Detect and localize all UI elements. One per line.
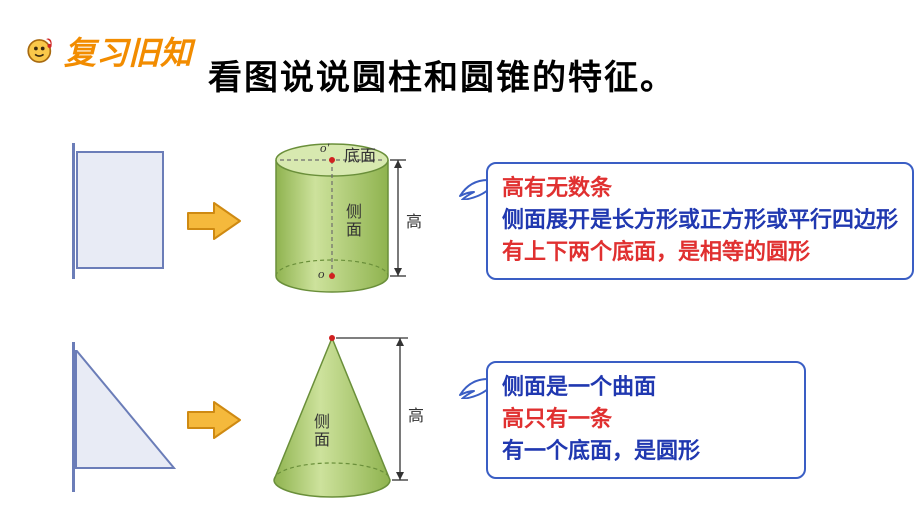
side-label-2: 面 xyxy=(346,216,362,240)
cone-row: 侧 面 高 侧面是一个曲面 高只有一条 有一个底面，是圆形 xyxy=(46,330,806,510)
cylinder-features: 高有无数条 侧面展开是长方形或正方形或平行四边形 有上下两个底面，是相等的圆形 xyxy=(486,162,914,280)
cone-feature-2: 高只有一条 xyxy=(502,403,790,435)
header: 复习旧知 xyxy=(24,28,192,74)
cylinder-callout: 高有无数条 侧面展开是长方形或正方形或平行四边形 有上下两个底面，是相等的圆形 xyxy=(456,162,914,280)
top-face-label: 底面 xyxy=(344,142,376,166)
page-title: 看图说说圆柱和圆锥的特征。 xyxy=(208,50,676,99)
cyl-feature-1: 高有无数条 xyxy=(502,172,898,204)
o-prime-label: o′ xyxy=(320,140,329,156)
rect-shape xyxy=(76,151,164,269)
speech-tail-icon xyxy=(456,375,490,399)
speech-tail-icon xyxy=(456,176,490,200)
cone-feature-1: 侧面是一个曲面 xyxy=(502,371,790,403)
bullet-icon xyxy=(24,34,58,68)
axis-line xyxy=(72,143,75,279)
triangle-shape xyxy=(46,350,176,490)
cyl-feature-2: 侧面展开是长方形或正方形或平行四边形 xyxy=(502,204,898,236)
cone-side-label-2: 面 xyxy=(314,426,330,450)
cylinder-3d: o′ 底面 侧 面 高 o xyxy=(258,136,448,306)
o-label: o xyxy=(318,266,325,282)
cone-feature-3: 有一个底面，是圆形 xyxy=(502,435,790,467)
rectangle-2d xyxy=(46,151,156,291)
height-label: 高 xyxy=(406,208,422,232)
cylinder-row: o′ 底面 侧 面 高 o 高有无数条 侧面展开是长方形或正方形或平行四边形 有… xyxy=(46,136,914,306)
arrow-2 xyxy=(174,398,254,442)
triangle-2d xyxy=(46,350,156,490)
cone-height-label: 高 xyxy=(408,402,424,426)
cyl-feature-3: 有上下两个底面，是相等的圆形 xyxy=(502,236,898,268)
cone-3d: 侧 面 高 xyxy=(258,330,448,510)
arrow-1 xyxy=(174,199,254,243)
arrow-icon xyxy=(186,398,242,442)
cone-callout: 侧面是一个曲面 高只有一条 有一个底面，是圆形 xyxy=(456,361,806,479)
arrow-icon xyxy=(186,199,242,243)
review-label: 复习旧知 xyxy=(64,28,192,74)
cone-features: 侧面是一个曲面 高只有一条 有一个底面，是圆形 xyxy=(486,361,806,479)
